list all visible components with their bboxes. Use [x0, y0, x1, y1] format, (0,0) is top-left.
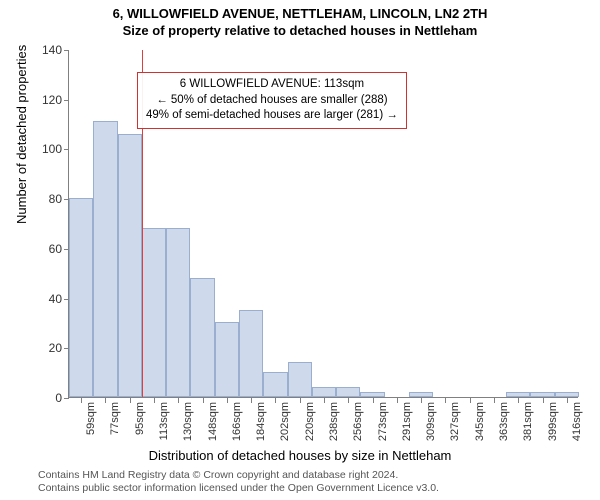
- histogram-chart: 02040608010012014059sqm77sqm95sqm113sqm1…: [68, 50, 578, 428]
- x-tick-mark: [494, 398, 495, 403]
- histogram-bar: [360, 392, 384, 397]
- histogram-bar: [312, 387, 336, 397]
- x-tick-mark: [470, 398, 471, 403]
- footnote: Contains HM Land Registry data © Crown c…: [38, 469, 439, 496]
- y-tick-label: 100: [22, 142, 62, 156]
- x-tick-label: 381sqm: [522, 402, 534, 441]
- x-tick-mark: [421, 398, 422, 403]
- x-tick-label: 416sqm: [571, 402, 583, 441]
- histogram-bar: [239, 310, 263, 397]
- x-tick-label: 148sqm: [207, 402, 219, 441]
- page-subtitle: Size of property relative to detached ho…: [0, 23, 600, 38]
- plot-area: 02040608010012014059sqm77sqm95sqm113sqm1…: [68, 50, 578, 398]
- x-tick-mark: [130, 398, 131, 403]
- y-tick-label: 80: [22, 192, 62, 206]
- x-tick-label: 220sqm: [304, 402, 316, 441]
- histogram-bar: [506, 392, 530, 397]
- x-tick-mark: [373, 398, 374, 403]
- x-tick-label: 77sqm: [109, 402, 121, 435]
- histogram-bar: [69, 198, 93, 397]
- histogram-bar: [555, 392, 579, 397]
- x-tick-label: 95sqm: [134, 402, 146, 435]
- x-tick-label: 363sqm: [498, 402, 510, 441]
- histogram-bar: [215, 322, 239, 397]
- y-tick-mark: [64, 149, 69, 150]
- x-tick-mark: [81, 398, 82, 403]
- histogram-bar: [530, 392, 554, 397]
- x-tick-label: 309sqm: [425, 402, 437, 441]
- x-tick-label: 113sqm: [158, 402, 170, 440]
- x-tick-mark: [178, 398, 179, 403]
- x-axis-label: Distribution of detached houses by size …: [0, 448, 600, 463]
- x-tick-label: 256sqm: [352, 402, 364, 441]
- x-tick-mark: [518, 398, 519, 403]
- x-tick-label: 399sqm: [547, 402, 559, 441]
- y-tick-mark: [64, 100, 69, 101]
- y-tick-label: 20: [22, 341, 62, 355]
- y-tick-label: 60: [22, 242, 62, 256]
- x-tick-mark: [348, 398, 349, 403]
- callout-line: 6 WILLOWFIELD AVENUE: 113sqm: [146, 77, 398, 93]
- histogram-bar: [336, 387, 360, 397]
- histogram-bar: [190, 278, 214, 397]
- x-tick-mark: [154, 398, 155, 403]
- x-tick-mark: [300, 398, 301, 403]
- histogram-bar: [142, 228, 166, 397]
- x-tick-mark: [251, 398, 252, 403]
- x-tick-label: 59sqm: [85, 402, 97, 435]
- y-tick-label: 0: [22, 391, 62, 405]
- x-tick-mark: [227, 398, 228, 403]
- x-tick-mark: [397, 398, 398, 403]
- footnote-line-1: Contains HM Land Registry data © Crown c…: [38, 469, 439, 483]
- histogram-bar: [263, 372, 287, 397]
- x-tick-label: 291sqm: [401, 402, 413, 441]
- x-tick-mark: [324, 398, 325, 403]
- callout-box: 6 WILLOWFIELD AVENUE: 113sqm← 50% of det…: [137, 72, 407, 129]
- x-tick-label: 345sqm: [474, 402, 486, 441]
- x-tick-mark: [105, 398, 106, 403]
- histogram-bar: [118, 134, 142, 397]
- histogram-bar: [409, 392, 433, 397]
- x-tick-label: 273sqm: [377, 402, 389, 441]
- x-tick-label: 130sqm: [182, 402, 194, 441]
- y-tick-label: 40: [22, 292, 62, 306]
- x-tick-mark: [543, 398, 544, 403]
- y-tick-mark: [64, 50, 69, 51]
- page-title: 6, WILLOWFIELD AVENUE, NETTLEHAM, LINCOL…: [0, 6, 600, 21]
- y-tick-mark: [64, 398, 69, 399]
- x-tick-mark: [275, 398, 276, 403]
- x-tick-label: 184sqm: [255, 402, 267, 441]
- y-tick-label: 120: [22, 93, 62, 107]
- histogram-bar: [166, 228, 190, 397]
- histogram-bar: [93, 121, 117, 397]
- x-tick-mark: [567, 398, 568, 403]
- x-tick-label: 202sqm: [279, 402, 291, 441]
- x-tick-label: 327sqm: [449, 402, 461, 441]
- callout-line: ← 50% of detached houses are smaller (28…: [146, 93, 398, 109]
- x-tick-label: 238sqm: [328, 402, 340, 441]
- x-tick-label: 166sqm: [231, 402, 243, 441]
- x-tick-mark: [445, 398, 446, 403]
- callout-line: 49% of semi-detached houses are larger (…: [146, 108, 398, 124]
- footnote-line-2: Contains public sector information licen…: [38, 482, 439, 496]
- histogram-bar: [288, 362, 312, 397]
- x-tick-mark: [203, 398, 204, 403]
- y-tick-label: 140: [22, 43, 62, 57]
